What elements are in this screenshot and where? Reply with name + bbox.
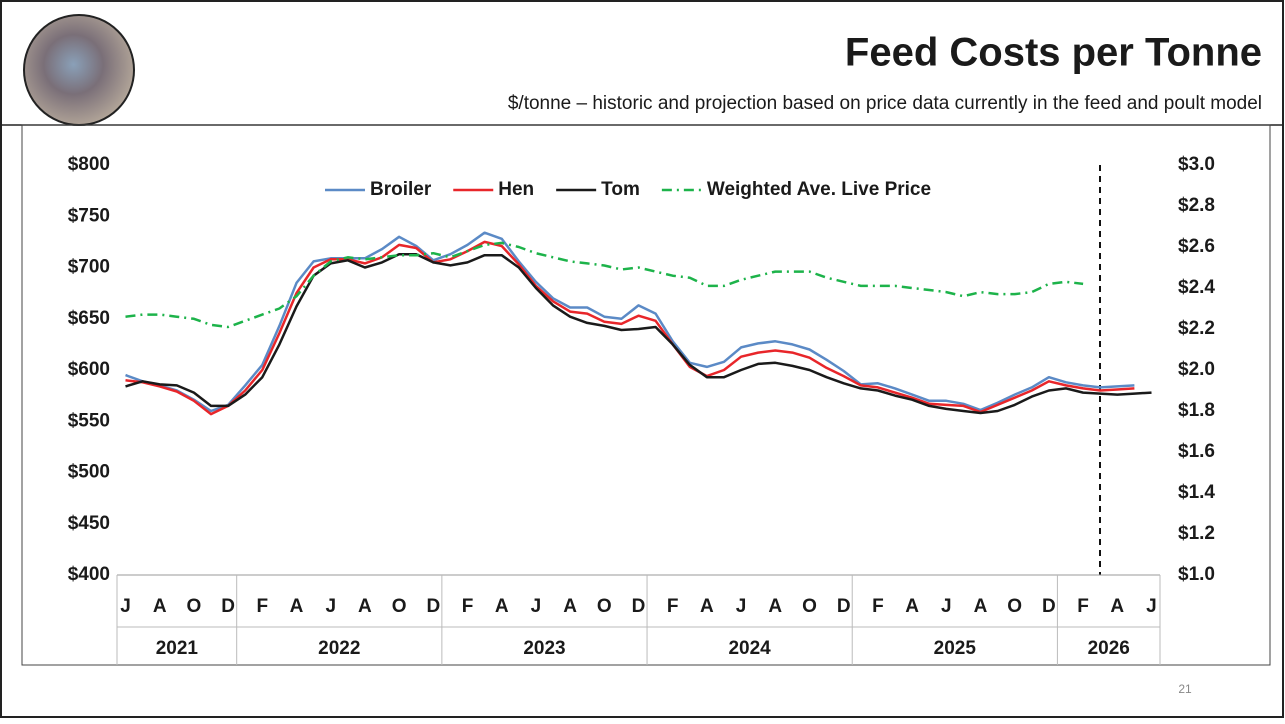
y2-tick-label: $3.0	[1178, 154, 1215, 175]
x-tick-label: J	[120, 596, 131, 617]
y2-tick-label: $2.4	[1178, 277, 1215, 298]
y2-tick-label: $1.2	[1178, 523, 1215, 544]
y-tick-label: $650	[68, 308, 110, 329]
slide: Feed Costs per Tonne $/tonne – historic …	[0, 0, 1285, 719]
y2-tick-label: $1.8	[1178, 400, 1215, 421]
x-tick-label: J	[531, 596, 542, 617]
x-tick-label: D	[837, 596, 851, 617]
year-label: 2021	[156, 638, 199, 659]
y-tick-label: $450	[68, 513, 110, 534]
year-label: 2025	[934, 638, 977, 659]
legend-label: Hen	[498, 179, 534, 200]
x-tick-label: F	[462, 596, 474, 617]
x-tick-label: A	[1110, 596, 1124, 617]
x-tick-label: J	[325, 596, 336, 617]
x-tick-label: A	[290, 596, 304, 617]
x-tick-label: F	[667, 596, 679, 617]
x-tick-label: O	[597, 596, 612, 617]
x-tick-label: F	[1077, 596, 1089, 617]
x-tick-label: F	[257, 596, 269, 617]
y-tick-label: $400	[68, 564, 110, 585]
y-tick-label: $550	[68, 410, 110, 431]
y2-tick-label: $2.6	[1178, 236, 1215, 257]
y-tick-label: $600	[68, 359, 110, 380]
y-tick-label: $750	[68, 205, 110, 226]
year-label: 2024	[728, 638, 771, 659]
x-tick-label: J	[941, 596, 952, 617]
y2-tick-label: $2.8	[1178, 195, 1215, 216]
series-line	[126, 243, 1084, 327]
x-tick-label: A	[563, 596, 577, 617]
chart-frame	[22, 125, 1270, 665]
page-number: 21	[1178, 682, 1192, 696]
x-tick-label: J	[736, 596, 747, 617]
year-label: 2026	[1088, 638, 1130, 659]
y2-tick-label: $2.0	[1178, 359, 1215, 380]
y2-tick-label: $1.0	[1178, 564, 1215, 585]
y-tick-label: $800	[68, 154, 110, 175]
x-tick-label: D	[221, 596, 235, 617]
y2-tick-label: $1.4	[1178, 482, 1215, 503]
x-tick-label: D	[632, 596, 646, 617]
x-tick-label: O	[1007, 596, 1022, 617]
year-label: 2023	[523, 638, 565, 659]
x-tick-label: D	[1042, 596, 1056, 617]
x-tick-label: O	[802, 596, 817, 617]
x-tick-label: O	[187, 596, 202, 617]
chart-title: Feed Costs per Tonne	[845, 31, 1262, 75]
x-tick-label: A	[153, 596, 167, 617]
series-line	[126, 233, 1135, 411]
x-tick-label: D	[426, 596, 440, 617]
x-tick-label: A	[358, 596, 372, 617]
legend-label: Broiler	[370, 179, 432, 200]
legend-label: Weighted Ave. Live Price	[707, 179, 931, 200]
x-tick-label: A	[974, 596, 988, 617]
y-tick-label: $500	[68, 462, 110, 483]
y2-tick-label: $1.6	[1178, 441, 1215, 462]
x-tick-label: A	[700, 596, 714, 617]
x-tick-label: O	[392, 596, 407, 617]
x-tick-label: A	[768, 596, 782, 617]
legend-label: Tom	[601, 179, 640, 200]
y-tick-label: $700	[68, 257, 110, 278]
y2-tick-label: $2.2	[1178, 318, 1215, 339]
chart-subtitle: $/tonne – historic and projection based …	[508, 93, 1262, 114]
year-label: 2022	[318, 638, 360, 659]
x-tick-label: A	[905, 596, 919, 617]
logo	[24, 15, 134, 125]
x-tick-label: A	[495, 596, 509, 617]
x-tick-label: J	[1146, 596, 1157, 617]
x-tick-label: F	[872, 596, 884, 617]
